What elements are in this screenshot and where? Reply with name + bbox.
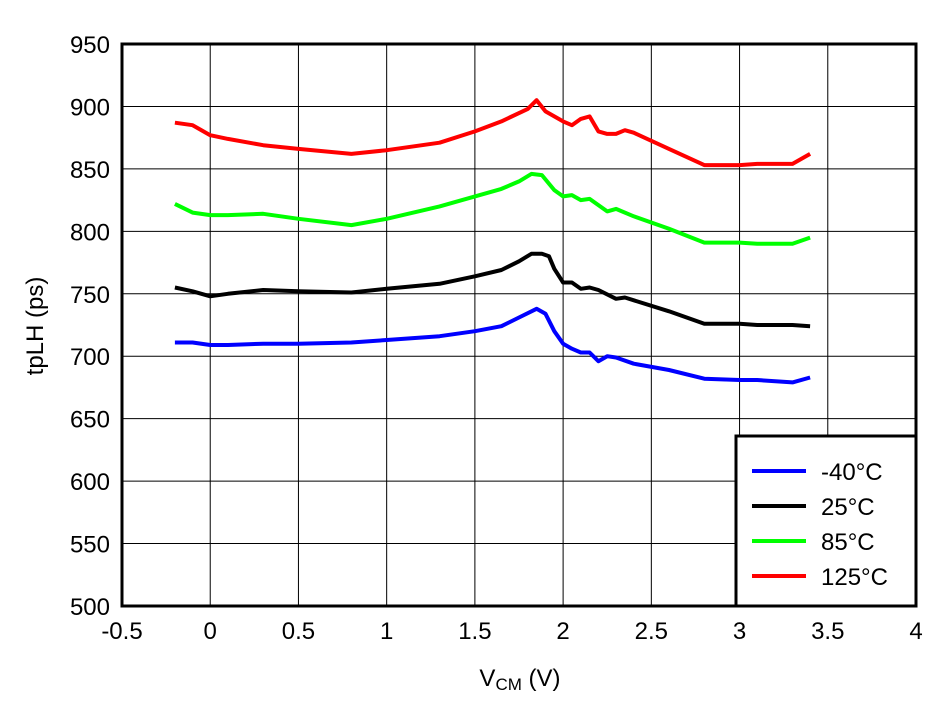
y-tick-label: 550 — [70, 532, 110, 559]
x-tick-label: 1 — [380, 618, 393, 645]
x-tick-label: 0.5 — [282, 618, 315, 645]
y-tick-labels: 500 550 600 650 700 750 800 850 900 950 — [70, 32, 110, 621]
x-tick-label: 3.5 — [811, 618, 844, 645]
series-line — [174, 306, 811, 385]
y-tick-label: 800 — [70, 219, 110, 246]
legend-label: 25°C — [821, 494, 875, 521]
y-tick-label: 900 — [70, 94, 110, 121]
x-tick-label: 3 — [733, 618, 746, 645]
legend-label: 85°C — [821, 529, 875, 556]
x-tick-labels: -0.5 0 0.5 1 1.5 2 2.5 3 3.5 4 — [101, 618, 922, 645]
plot-frame — [120, 42, 918, 608]
x-tick-label: 4 — [909, 618, 922, 645]
y-tick-label: 500 — [70, 594, 110, 621]
series-layer — [174, 98, 812, 385]
series-line — [174, 98, 812, 168]
x-tick-label: 2.5 — [635, 618, 668, 645]
x-tick-label: -0.5 — [101, 618, 142, 645]
y-axis-title: tpLH (ps) — [22, 277, 49, 376]
x-tick-label: 0 — [204, 618, 217, 645]
series-line — [174, 171, 811, 246]
x-axis-title-unit: (V) — [522, 665, 561, 692]
legend-label: -40°C — [821, 459, 883, 486]
y-tick-label: 700 — [70, 344, 110, 371]
y-tick-label: 750 — [70, 282, 110, 309]
y-tick-label: 850 — [70, 157, 110, 184]
series-line — [174, 251, 811, 329]
y-tick-label: 950 — [70, 32, 110, 59]
legend: -40°C 25°C 85°C 125°C — [734, 434, 918, 608]
y-tick-label: 650 — [70, 407, 110, 434]
legend-label: 125°C — [821, 564, 888, 591]
x-tick-label: 1.5 — [458, 618, 491, 645]
x-axis-title: VCM (V) — [479, 665, 560, 694]
x-tick-label: 2 — [556, 618, 569, 645]
y-tick-label: 600 — [70, 469, 110, 496]
x-axis-title-subscript: CM — [495, 675, 521, 694]
x-axis-title-main: V — [479, 665, 495, 692]
